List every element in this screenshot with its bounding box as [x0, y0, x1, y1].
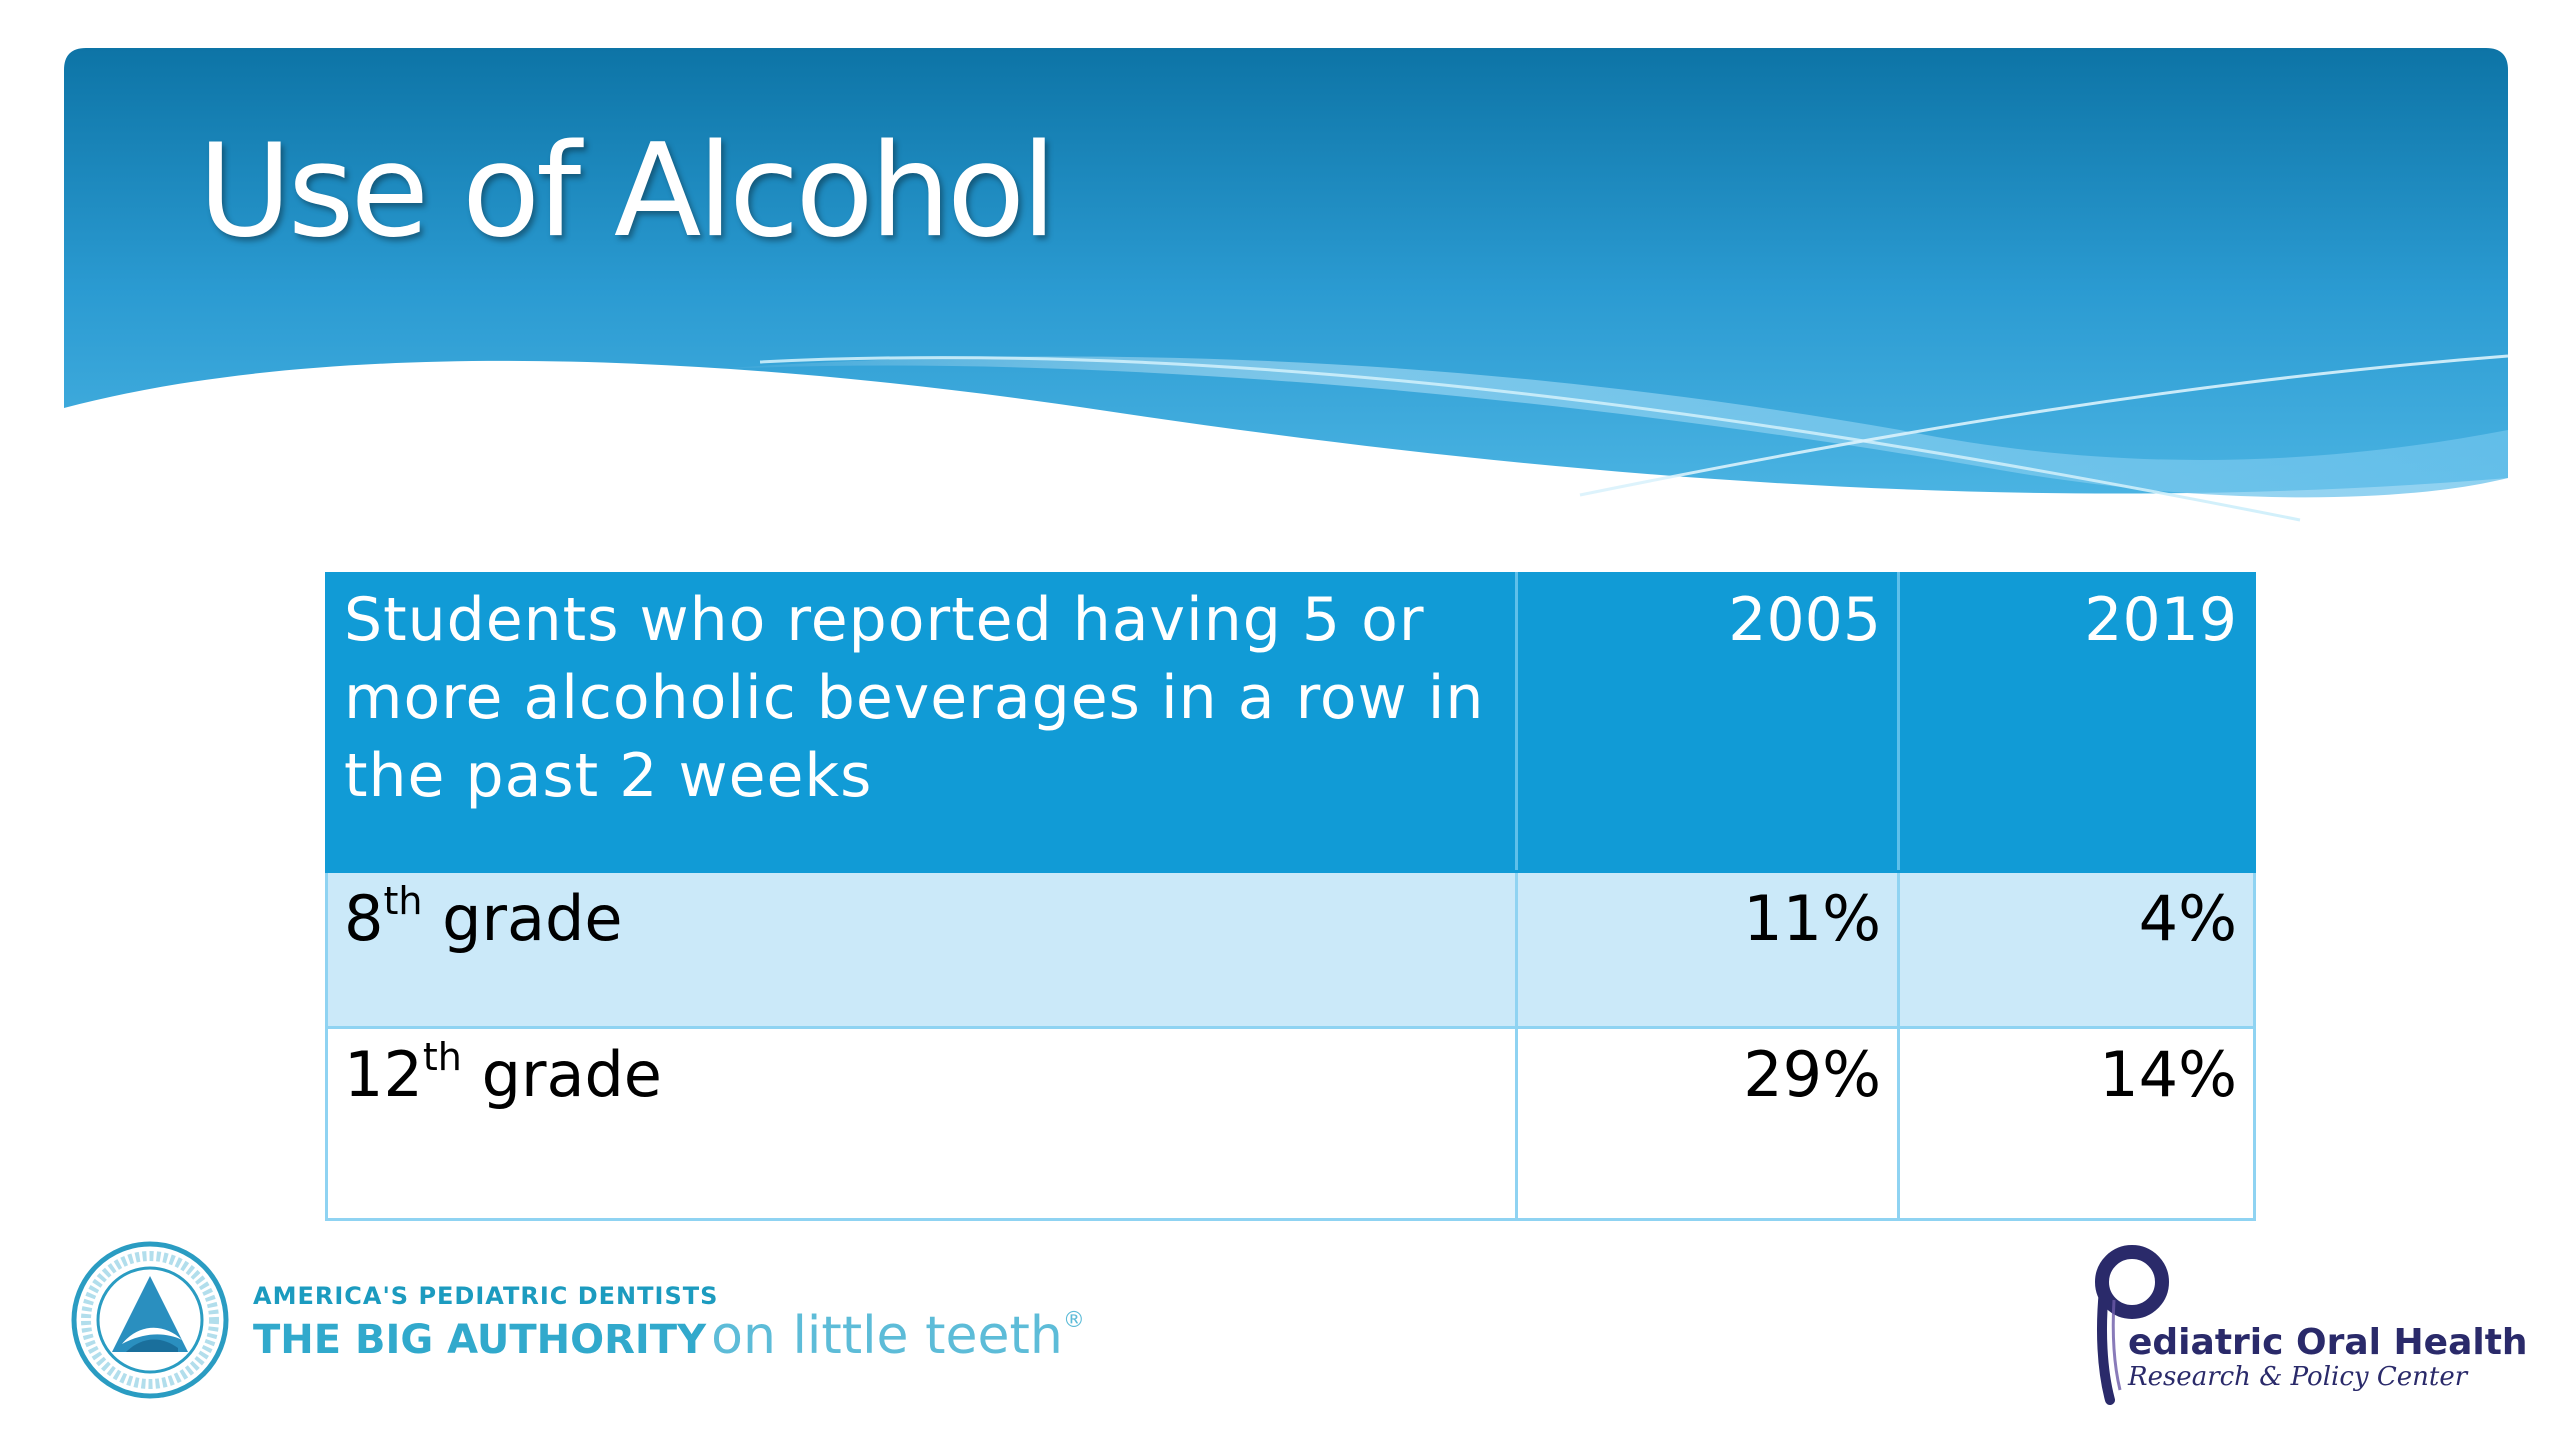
banner-shape — [64, 48, 2508, 494]
value-2005: 11% — [1515, 870, 1900, 1029]
wave-line-1 — [759, 356, 2301, 522]
wave-band — [700, 356, 2508, 498]
grade-label: 8th grade — [325, 870, 1518, 1029]
porh-subtitle: Research & Policy Center — [2128, 1362, 2468, 1392]
aapd-tagline-light: on little teeth — [711, 1306, 1063, 1366]
alcohol-use-table: Students who reported having 5 or more a… — [325, 572, 2256, 1221]
table-row-8th-grade: 8th grade 11% 4% — [325, 870, 2256, 1029]
value-2019: 4% — [1897, 870, 2256, 1029]
aapd-trademark: ® — [1062, 1308, 1085, 1333]
grade-number: 12 — [344, 1038, 423, 1111]
header-year-2005: 2005 — [1515, 572, 1900, 873]
value-2005: 29% — [1515, 1026, 1900, 1221]
header-year-2019: 2019 — [1897, 572, 2256, 873]
header-banner — [64, 48, 2509, 522]
grade-word: grade — [481, 1038, 662, 1111]
table-header-row: Students who reported having 5 or more a… — [325, 572, 2256, 873]
porh-name: ediatric Oral Health — [2128, 1322, 2528, 1363]
grade-word: grade — [442, 882, 623, 955]
aapd-tagline-bottom: THE BIG AUTHORITY on little teeth® — [253, 1306, 1085, 1366]
grade-number: 8 — [344, 882, 384, 955]
wave-line-2 — [1579, 354, 2509, 497]
slide-title: Use of Alcohol — [198, 117, 1057, 266]
grade-ordinal: th — [383, 879, 423, 923]
grade-ordinal: th — [422, 1035, 462, 1079]
grade-label: 12th grade — [325, 1026, 1518, 1221]
porh-p-logo-icon — [2095, 1245, 2169, 1405]
table-row-12th-grade: 12th grade 29% 14% — [325, 1026, 2256, 1221]
header-description: Students who reported having 5 or more a… — [325, 572, 1518, 873]
aapd-seal-icon — [71, 1241, 229, 1399]
aapd-tagline-bold: THE BIG AUTHORITY — [253, 1317, 707, 1363]
aapd-tagline-top: AMERICA'S PEDIATRIC DENTISTS — [253, 1282, 719, 1310]
value-2019: 14% — [1897, 1026, 2256, 1221]
